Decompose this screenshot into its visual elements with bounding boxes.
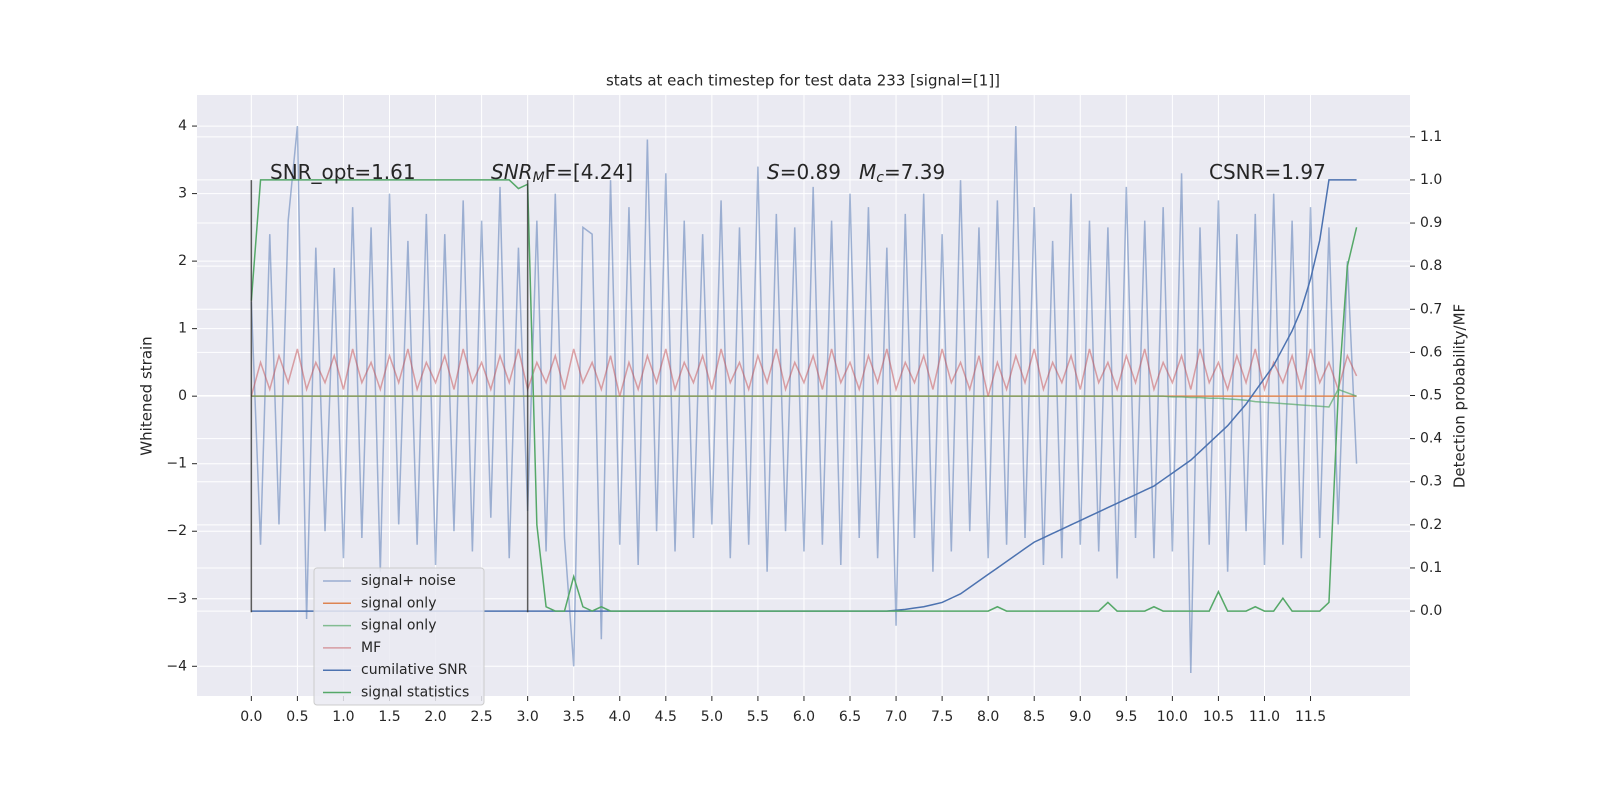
y2-tick-label: 0.2 [1420, 517, 1442, 533]
annotation: CSNR=1.97 [1209, 160, 1326, 184]
y-tick-label: −4 [166, 658, 187, 674]
legend-label: cumilative SNR [361, 662, 468, 678]
annotation: SNRMF=[4.24] [491, 160, 633, 187]
x-tick-label: 6.0 [793, 709, 815, 725]
chart-title: stats at each timestep for test data 233… [606, 72, 1000, 90]
legend-box [313, 567, 485, 706]
legend-label: signal only [361, 618, 436, 634]
series-line [251, 388, 1357, 408]
annotation-part: M [859, 160, 876, 184]
x-tick-label: 11.0 [1249, 709, 1280, 725]
y2-tick-label: 0.9 [1420, 215, 1442, 231]
y2-tick-label: 0.0 [1420, 603, 1442, 619]
x-tick-label: 0.0 [240, 709, 262, 725]
x-tick-label: 4.5 [655, 709, 677, 725]
y2-tick-label: 0.5 [1420, 388, 1442, 404]
annotation: S=0.89 [767, 160, 841, 184]
y-tick-label: 3 [178, 186, 187, 202]
y-axis-label: Whitened strain [138, 336, 156, 455]
legend-label: MF [361, 640, 381, 656]
x-tick-label: 1.5 [378, 709, 400, 725]
y2-tick-label: 0.4 [1420, 431, 1442, 447]
x-tick-label: 10.0 [1157, 709, 1188, 725]
annotation-part: =0.89 [780, 160, 841, 184]
y2-tick-label: 0.1 [1420, 560, 1442, 576]
x-tick-label: 9.0 [1069, 709, 1091, 725]
x-tick-label: 10.5 [1203, 709, 1234, 725]
annotation-part: F=[4.24] [545, 160, 633, 184]
x-tick-label: 7.0 [885, 709, 907, 725]
y2-tick-label: 1.1 [1420, 129, 1442, 145]
annotation-part: =7.39 [884, 160, 945, 184]
y2-tick-label: 0.3 [1420, 474, 1442, 490]
x-tick-label: 2.5 [470, 709, 492, 725]
x-tick-label: 5.5 [747, 709, 769, 725]
y-tick-label: 2 [178, 253, 187, 269]
annotation-part: M [533, 170, 545, 186]
annotation-part: S [767, 160, 780, 184]
x-tick-label: 3.5 [563, 709, 585, 725]
series-line [250, 125, 1358, 674]
legend-label: signal statistics [361, 685, 469, 701]
y2-tick-label: 0.8 [1420, 258, 1442, 274]
annotation-part: c [876, 170, 884, 186]
y2-tick-label: 0.6 [1420, 344, 1442, 360]
series-line [250, 179, 1358, 612]
x-tick-label: 11.5 [1295, 709, 1326, 725]
y2-tick-label: 1.0 [1420, 172, 1442, 188]
y-tick-label: 1 [178, 321, 187, 337]
x-tick-label: 8.5 [1023, 709, 1045, 725]
annotation-part: SNR_opt=1.61 [270, 160, 416, 184]
x-tick-label: 0.5 [286, 709, 308, 725]
legend-label: signal only [361, 595, 436, 611]
annotation-part: CSNR=1.97 [1209, 160, 1326, 184]
annotation-part: SNR [491, 160, 533, 184]
y-tick-label: −2 [166, 523, 187, 539]
annotation: Mc=7.39 [859, 160, 945, 187]
y-tick-label: −1 [166, 456, 187, 472]
x-tick-label: 2.0 [424, 709, 446, 725]
x-tick-label: 1.0 [332, 709, 354, 725]
x-tick-label: 5.0 [701, 709, 723, 725]
x-tick-label: 7.5 [931, 709, 953, 725]
x-tick-label: 4.0 [609, 709, 631, 725]
annotation: SNR_opt=1.61 [270, 160, 416, 184]
y-tick-label: 4 [178, 118, 187, 134]
y-tick-label: −3 [166, 591, 187, 607]
legend-label: signal+ noise [361, 573, 456, 589]
y2-axis-label: Detection probability/MF [1451, 304, 1469, 488]
x-tick-label: 6.5 [839, 709, 861, 725]
y2-tick-label: 0.7 [1420, 301, 1442, 317]
x-tick-label: 9.5 [1115, 709, 1137, 725]
y-tick-label: 0 [178, 388, 187, 404]
series-line [250, 348, 1358, 397]
x-tick-label: 8.0 [977, 709, 999, 725]
x-tick-label: 3.0 [517, 709, 539, 725]
